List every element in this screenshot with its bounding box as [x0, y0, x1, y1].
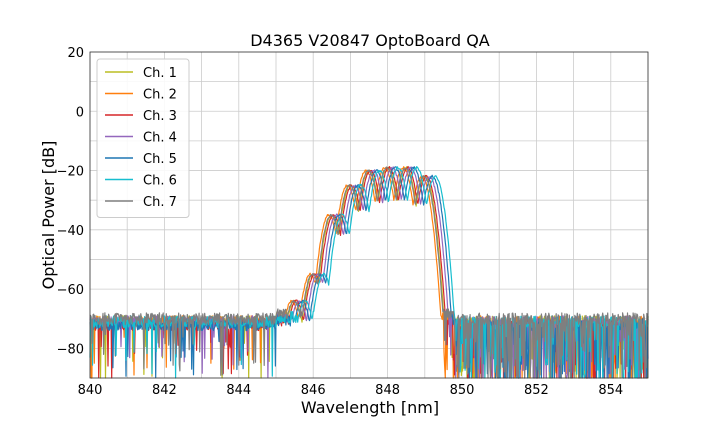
x-tick-label: 854	[598, 383, 623, 398]
y-tick-labels: 20 0 −20 −40 −60 −80	[57, 46, 84, 357]
x-tick-label: 846	[301, 383, 326, 398]
y-tick-label: −60	[57, 283, 84, 298]
x-axis-label: Wavelength [nm]	[301, 398, 439, 417]
plot-area	[89, 51, 649, 379]
legend: Ch. 1 Ch. 2 Ch. 3 Ch. 4 Ch. 5 Ch. 6 Ch. 7	[96, 58, 190, 218]
x-tick-label: 852	[524, 383, 549, 398]
y-tick-label: 0	[76, 105, 84, 120]
x-tick-label: 848	[375, 383, 400, 398]
chart-title: D4365 V20847 OptoBoard QA	[250, 31, 490, 50]
y-axis-label: Optical Power [dB]	[39, 141, 58, 290]
x-tick-label: 850	[450, 383, 475, 398]
legend-box	[96, 58, 190, 218]
legend-label: Ch. 7	[143, 195, 177, 210]
plot-frame	[89, 51, 649, 379]
x-tick-labels: 840 842 844 846 848 850 852 854	[78, 383, 624, 398]
legend-label: Ch. 1	[143, 66, 177, 81]
legend-label: Ch. 4	[143, 131, 177, 146]
legend-label: Ch. 5	[143, 152, 177, 167]
legend-label: Ch. 2	[143, 88, 177, 103]
x-tick-label: 842	[152, 383, 177, 398]
x-tick-label: 840	[78, 383, 103, 398]
x-tick-label: 844	[226, 383, 251, 398]
y-tick-label: −40	[57, 224, 84, 239]
y-tick-label: −20	[57, 165, 84, 180]
series-line-ch5	[89, 166, 649, 379]
y-tick-label: −80	[57, 342, 84, 357]
y-tick-label: 20	[67, 46, 84, 61]
series-line-ch7	[89, 166, 649, 379]
legend-label: Ch. 3	[143, 109, 177, 124]
legend-label: Ch. 6	[143, 174, 177, 189]
